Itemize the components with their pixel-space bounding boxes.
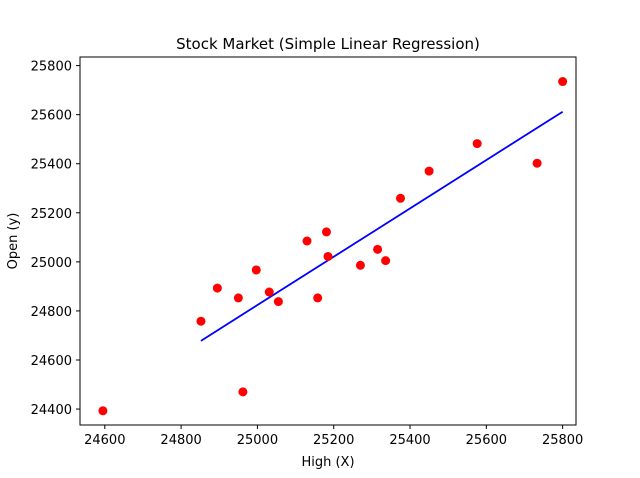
plot-area [79, 56, 577, 426]
data-point [381, 256, 391, 266]
data-point [532, 158, 542, 168]
data-point [233, 293, 243, 303]
y-tick-label: 24400 [31, 403, 72, 418]
y-tick-label: 25000 [31, 256, 72, 271]
x-axis: 24600 24800 25000 25200 25400 25600 25800 [84, 425, 583, 448]
data-point [558, 77, 568, 87]
data-point [321, 227, 331, 237]
data-point [313, 293, 323, 303]
y-tick-label: 25400 [31, 158, 72, 173]
data-point [395, 193, 405, 203]
regression-line [200, 110, 564, 342]
x-tick-label: 25600 [466, 433, 507, 448]
y-tick-label: 24600 [31, 354, 72, 369]
x-tick-label: 25000 [237, 433, 278, 448]
x-axis-label: High (X) [301, 455, 354, 470]
x-tick-label: 25800 [542, 433, 583, 448]
y-tick-label: 25800 [31, 60, 72, 75]
series-layer [98, 77, 568, 416]
y-tick-label: 25200 [31, 207, 72, 222]
data-point [264, 287, 274, 297]
chart-title: Stock Market (Simple Linear Regression) [176, 35, 480, 53]
data-point [373, 244, 383, 254]
x-tick-label: 24800 [160, 433, 201, 448]
data-point [238, 387, 248, 397]
data-point [472, 139, 482, 149]
y-axis-label: Open (y) [6, 213, 21, 270]
data-point [302, 236, 312, 246]
data-point [212, 283, 222, 293]
x-tick-label: 24600 [84, 433, 125, 448]
data-point [424, 166, 434, 176]
x-tick-label: 25400 [389, 433, 430, 448]
data-point [196, 316, 206, 326]
data-point [98, 406, 108, 416]
data-point [323, 251, 333, 261]
x-tick-label: 25200 [313, 433, 354, 448]
data-point [251, 265, 261, 275]
data-point [273, 297, 283, 307]
data-point [355, 260, 365, 270]
y-tick-label: 24800 [31, 305, 72, 320]
y-axis: 24400 24600 24800 25000 25200 25400 25600 25800 [31, 60, 80, 418]
y-tick-label: 25600 [31, 109, 72, 124]
